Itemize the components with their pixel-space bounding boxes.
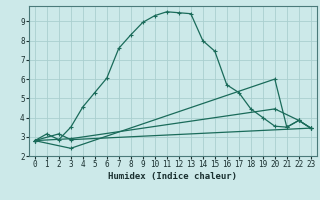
- X-axis label: Humidex (Indice chaleur): Humidex (Indice chaleur): [108, 172, 237, 181]
